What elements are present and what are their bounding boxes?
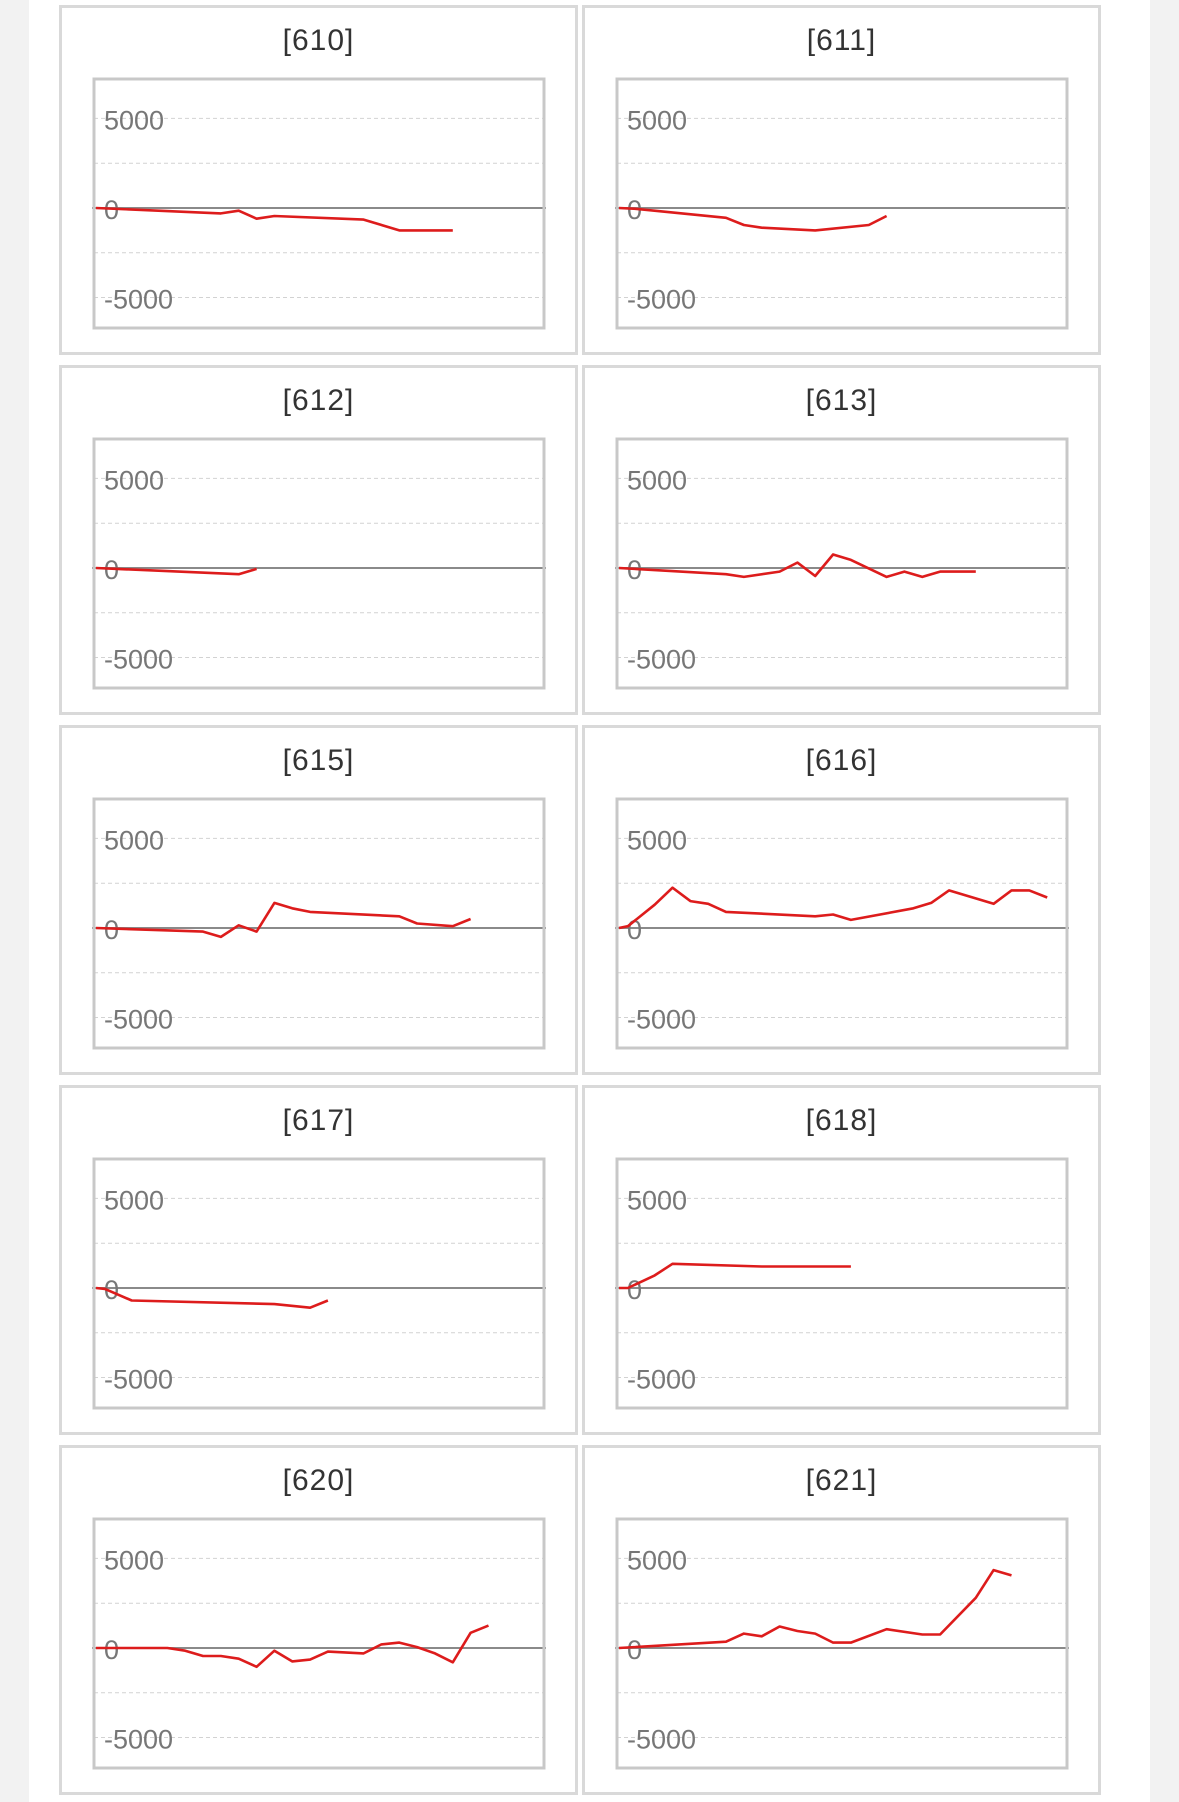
plot-frame <box>615 797 1069 1050</box>
line-chart: 5000 0 -5000 <box>92 1157 546 1410</box>
y-tick-label: 0 <box>104 1275 119 1305</box>
line-chart: 5000 0 -5000 <box>615 1517 1069 1770</box>
plot-frame <box>92 437 546 690</box>
chart-title: [612] <box>282 384 355 417</box>
line-chart: 5000 0 -5000 <box>92 797 546 1050</box>
y-tick-label: -5000 <box>104 1725 173 1755</box>
y-tick-label: 0 <box>104 555 119 585</box>
chart-panel: [615] 5000 0 -5000 <box>59 725 578 1075</box>
y-tick-label: 5000 <box>627 825 687 855</box>
y-tick-label: 0 <box>104 1635 119 1665</box>
chart-panel: [613] 5000 0 -5000 <box>582 365 1101 715</box>
y-tick-label: 5000 <box>104 1545 164 1575</box>
series-line <box>95 1286 329 1309</box>
y-tick-label: 0 <box>104 915 119 945</box>
y-tick-label: 0 <box>104 195 119 225</box>
plot-frame <box>615 1157 1069 1410</box>
plot-frame <box>92 797 546 1050</box>
chart-title: [610] <box>282 24 355 57</box>
y-tick-label: 5000 <box>627 105 687 135</box>
series-line <box>95 901 472 939</box>
y-tick-label: 5000 <box>104 105 164 135</box>
y-tick-label: -5000 <box>104 1365 173 1395</box>
chart-grid: [610] 5000 0 -5000 [611] 5000 0 -5000 [612] 5000 0… <box>59 5 1101 1795</box>
series-line <box>618 1568 1012 1650</box>
chart-panel: [611] 5000 0 -5000 <box>582 5 1101 355</box>
chart-panel: [618] 5000 0 -5000 <box>582 1085 1101 1435</box>
chart-panel: [617] 5000 0 -5000 <box>59 1085 578 1435</box>
plot-frame <box>615 77 1069 330</box>
y-tick-label: -5000 <box>627 285 696 315</box>
chart-title: [617] <box>282 1104 355 1137</box>
chart-title: [615] <box>282 744 355 777</box>
page: [610] 5000 0 -5000 [611] 5000 0 -5000 [612] 5000 0… <box>29 0 1150 1802</box>
plot-frame <box>92 1157 546 1410</box>
line-chart: 5000 0 -5000 <box>92 77 546 330</box>
y-tick-label: 5000 <box>627 1545 687 1575</box>
plot-frame <box>92 77 546 330</box>
y-tick-label: 5000 <box>104 465 164 495</box>
y-tick-label: -5000 <box>104 645 173 675</box>
y-tick-label: -5000 <box>627 1365 696 1395</box>
chart-title: [621] <box>805 1464 878 1497</box>
series-line <box>618 553 976 579</box>
y-tick-label: -5000 <box>104 1005 173 1035</box>
line-chart: 5000 0 -5000 <box>92 1517 546 1770</box>
chart-panel: [616] 5000 0 -5000 <box>582 725 1101 1075</box>
y-tick-label: -5000 <box>627 1725 696 1755</box>
y-tick-label: 0 <box>627 1635 642 1665</box>
y-tick-label: -5000 <box>627 645 696 675</box>
y-tick-label: 5000 <box>627 1185 687 1215</box>
chart-title: [613] <box>805 384 878 417</box>
plot-frame <box>615 1517 1069 1770</box>
series-line <box>619 1262 851 1290</box>
series-line <box>96 1624 489 1669</box>
line-chart: 5000 0 -5000 <box>615 1157 1069 1410</box>
series-line <box>618 206 888 232</box>
plot-frame <box>92 1517 546 1770</box>
chart-panel: [610] 5000 0 -5000 <box>59 5 578 355</box>
series-line <box>95 566 257 576</box>
line-chart: 5000 0 -5000 <box>92 437 546 690</box>
chart-title: [611] <box>806 24 877 57</box>
series-line <box>95 206 453 232</box>
y-tick-label: 5000 <box>104 1185 164 1215</box>
y-tick-label: 5000 <box>104 825 164 855</box>
chart-title: [620] <box>282 1464 355 1497</box>
y-tick-label: -5000 <box>104 285 173 315</box>
y-tick-label: 5000 <box>627 465 687 495</box>
chart-panel: [612] 5000 0 -5000 <box>59 365 578 715</box>
chart-panel: [621] 5000 0 -5000 <box>582 1445 1101 1795</box>
y-tick-label: -5000 <box>627 1005 696 1035</box>
chart-title: [618] <box>805 1104 878 1137</box>
chart-panel: [620] 5000 0 -5000 <box>59 1445 578 1795</box>
chart-title: [616] <box>805 744 878 777</box>
y-tick-label: 0 <box>627 1275 642 1305</box>
series-line <box>618 886 1048 930</box>
plot-frame <box>615 437 1069 690</box>
